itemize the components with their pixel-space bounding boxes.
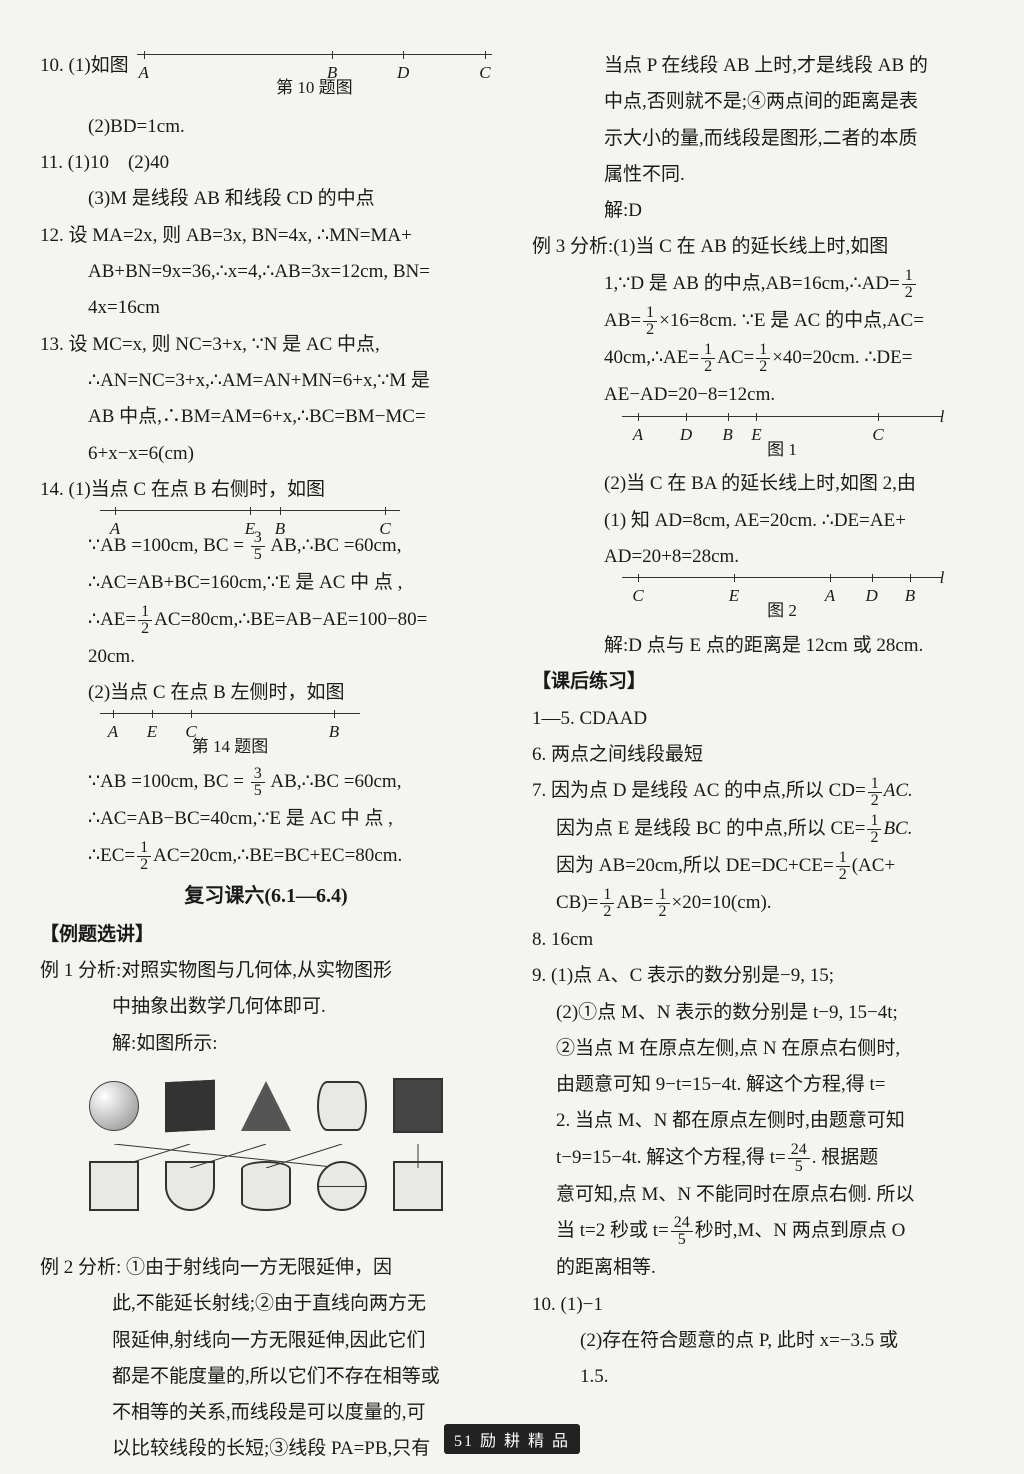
- a9-l4: 由题意可知 9−t=15−4t. 解这个方程,得 t=: [532, 1069, 984, 1101]
- a9-l6: t−9=15−4t. 解这个方程,得 t=245. 根据题: [532, 1142, 984, 1175]
- ex2c-l4: 属性不同.: [532, 159, 984, 191]
- a10-l3: 1.5.: [532, 1361, 984, 1393]
- ex2-l3: 限延伸,射线向一方无限延伸,因此它们: [40, 1325, 492, 1357]
- ex1-l1: 例 1 分析:对照实物图与几何体,从实物图形: [40, 955, 492, 987]
- a9-l8: 当 t=2 秒或 t=245秒时,M、N 两点到原点 O: [532, 1215, 984, 1248]
- ex3-l3: AB=12×16=8cm. ∵E 是 AC 的中点,AC=: [532, 305, 984, 338]
- ex1-l3: 解:如图所示:: [40, 1028, 492, 1060]
- a9-l5: 2. 当点 M、N 都在原点左侧时,由题意可知: [532, 1105, 984, 1137]
- after-title: 【课后练习】: [532, 666, 984, 698]
- q10-caption: 第 10 题图: [137, 74, 492, 103]
- wire-prism: [393, 1161, 443, 1211]
- q14-l3: ∴AC=AB+BC=160cm,∵E 是 AC 中 点 ,: [40, 567, 492, 599]
- a7-l1: 7. 因为点 D 是线段 AC 的中点,所以 CD=12AC.: [532, 775, 984, 808]
- ex2-l4: 都是不能度量的,所以它们不存在相等或: [40, 1361, 492, 1393]
- q12-l1: 12. 设 MA=2x, 则 AB=3x, BN=4x, ∴MN=MA+: [40, 220, 492, 252]
- q14-l8: ∴AC=AB−BC=40cm,∵E 是 AC 中 点 ,: [40, 803, 492, 835]
- ex3-l5: AE−AD=20−8=12cm.: [532, 379, 984, 411]
- q12-l3: 4x=16cm: [40, 292, 492, 324]
- q11-l1: 11. (1)10 (2)40: [40, 147, 492, 179]
- wire-sphere: [317, 1161, 367, 1211]
- ex2-l2: 此,不能延长射线;②由于直线向两方无: [40, 1288, 492, 1320]
- a7-l3: 因为 AB=20cm,所以 DE=DC+CE=12(AC+: [532, 850, 984, 883]
- ex2c-l3: 示大小的量,而线段是图形,二者的本质: [532, 123, 984, 155]
- q14-diag2-caption: 第 14 题图: [100, 733, 360, 762]
- ex3-l2: 1,∵D 是 AB 的中点,AB=16cm,∴AD=12: [532, 268, 984, 301]
- q12-l2: AB+BN=9x=36,∴x=4,∴AB=3x=12cm, BN=: [40, 256, 492, 288]
- shape-ball: [89, 1081, 139, 1131]
- q10-diagram: A B D C: [137, 54, 492, 72]
- q11-l2: (3)M 是线段 AB 和线段 CD 的中点: [40, 183, 492, 215]
- a10-l1: 10. (1)−1: [532, 1289, 984, 1321]
- q13-l2: ∴AN=NC=3+x,∴AM=AN+MN=6+x,∵M 是: [40, 365, 492, 397]
- page: 10. (1)如图 A B D C 第 10 题图 (2)BD=1cm. 11.…: [40, 50, 984, 1470]
- q13-l3: AB 中点,∴BM=AM=6+x,∴BC=BM−MC=: [40, 401, 492, 433]
- ex2-l1: 例 2 分析: ①由于射线向一方无限延伸，因: [40, 1252, 492, 1284]
- ex3-diag1: A D B E C l: [622, 416, 942, 434]
- shape-cylinder: [317, 1081, 367, 1131]
- ex3-l9: 解:D 点与 E 点的距离是 12cm 或 28cm.: [532, 630, 984, 662]
- q14-l2: ∵AB =100cm, BC = 35 AB,∴BC =60cm,: [40, 530, 492, 563]
- wire-cone: [165, 1161, 215, 1211]
- q14-l5: 20cm.: [40, 641, 492, 673]
- shape-building: [393, 1078, 443, 1133]
- ex3-l6: (2)当 C 在 BA 的延长线上时,如图 2,由: [532, 468, 984, 500]
- left-column: 10. (1)如图 A B D C 第 10 题图 (2)BD=1cm. 11.…: [40, 50, 492, 1470]
- ex3-diag1-caption: 图 1: [622, 436, 942, 465]
- q13-l1: 13. 设 MC=x, 则 NC=3+x, ∵N 是 AC 中点,: [40, 329, 492, 361]
- ex3-l1: 例 3 分析:(1)当 C 在 AB 的延长线上时,如图: [532, 231, 984, 263]
- ex3-diag2: C E A D B l: [622, 577, 942, 595]
- q10-prefix: 10. (1)如图: [40, 50, 129, 82]
- a9-l2: (2)①点 M、N 表示的数分别是 t−9, 15−4t;: [532, 997, 984, 1029]
- footer-badge: 51 励 耕 精 品: [444, 1424, 580, 1454]
- a10-l2: (2)存在符合题意的点 P, 此时 x=−3.5 或: [532, 1325, 984, 1357]
- wire-cube: [89, 1161, 139, 1211]
- a6: 6. 两点之间线段最短: [532, 739, 984, 771]
- sel-title: 【例题选讲】: [40, 919, 492, 951]
- wire-cyl: [241, 1161, 291, 1211]
- shapes-diagram: [76, 1066, 456, 1246]
- q10: 10. (1)如图 A B D C 第 10 题图: [40, 50, 492, 107]
- ex3-diag2-caption: 图 2: [622, 597, 942, 626]
- ex1-l2: 中抽象出数学几何体即可.: [40, 991, 492, 1023]
- ex2c-l5: 解:D: [532, 195, 984, 227]
- q14-l6: (2)当点 C 在点 B 左侧时，如图: [40, 677, 492, 709]
- review-title: 复习课六(6.1—6.4): [40, 879, 492, 913]
- q14-l4: ∴AE=12AC=80cm,∴BE=AB−AE=100−80=: [40, 604, 492, 637]
- footer: 51 励 耕 精 品: [0, 1424, 1024, 1454]
- q14-l9: ∴EC=12AC=20cm,∴BE=BC+EC=80cm.: [40, 840, 492, 873]
- a9-l1: 9. (1)点 A、C 表示的数分别是−9, 15;: [532, 960, 984, 992]
- right-column: 当点 P 在线段 AB 上时,才是线段 AB 的 中点,否则就不是;④两点间的距…: [532, 50, 984, 1470]
- a1: 1—5. CDAAD: [532, 703, 984, 735]
- ex2c-l2: 中点,否则就不是;④两点间的距离是表: [532, 86, 984, 118]
- a8: 8. 16cm: [532, 924, 984, 956]
- q14-diag1: A E B C: [100, 510, 400, 528]
- q14-diag2: A E C B: [100, 713, 360, 731]
- ex3-l7: (1) 知 AD=8cm, AE=20cm. ∴DE=AE+: [532, 505, 984, 537]
- shape-pyramid: [241, 1081, 291, 1131]
- a9-l7: 意可知,点 M、N 不能同时在原点右侧. 所以: [532, 1179, 984, 1211]
- q14-l7: ∵AB =100cm, BC = 35 AB,∴BC =60cm,: [40, 766, 492, 799]
- ex3-l4: 40cm,∴AE=12AC=12×40=20cm. ∴DE=: [532, 342, 984, 375]
- a9-l3: ②当点 M 在原点左侧,点 N 在原点右侧时,: [532, 1033, 984, 1065]
- a7-l4: CB)=12AB=12×20=10(cm).: [532, 887, 984, 920]
- shape-cube: [165, 1080, 215, 1133]
- ex3-l8: AD=20+8=28cm.: [532, 541, 984, 573]
- q14-l1: 14. (1)当点 C 在点 B 右侧时，如图: [40, 474, 492, 506]
- q10-l2: (2)BD=1cm.: [40, 111, 492, 143]
- q13-l4: 6+x−x=6(cm): [40, 438, 492, 470]
- a9-l9: 的距离相等.: [532, 1252, 984, 1284]
- a7-l2: 因为点 E 是线段 BC 的中点,所以 CE=12BC.: [532, 813, 984, 846]
- ex2c-l1: 当点 P 在线段 AB 上时,才是线段 AB 的: [532, 50, 984, 82]
